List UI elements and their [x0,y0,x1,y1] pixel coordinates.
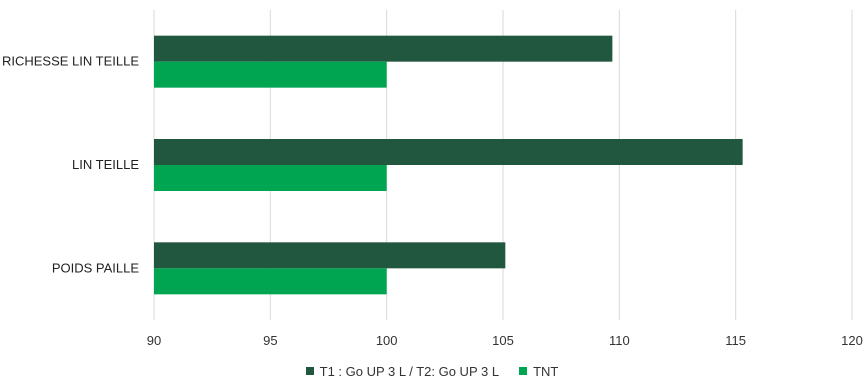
x-tick-label-3: 105 [492,333,514,348]
x-tick-label-1: 95 [263,333,277,348]
bar-series-1-cat-1 [154,35,613,62]
x-tick-label-4: 110 [609,333,630,348]
category-label-1: RICHESSE LIN TEILLE [2,54,139,69]
legend-label-series-1: T1 : Go UP 3 L / T2: Go UP 3 L [319,363,500,379]
bar-series-2-cat-2 [154,165,387,191]
x-tick-labels: 90 95 100 105 110 115 120 [147,333,863,348]
legend-item-series-1: T1 : Go UP 3 L / T2: Go UP 3 L [305,363,500,379]
bar-series-2-cat-3 [154,268,387,295]
x-tick-label-5: 115 [725,333,746,348]
category-label-2: LIN TEILLE [72,157,139,172]
legend: T1 : Go UP 3 L / T2: Go UP 3 L TNT [0,362,864,380]
legend-label-series-2: TNT [533,363,559,379]
x-tick-label-0: 90 [147,333,161,348]
legend-swatch-series-2 [519,367,528,375]
x-tick-label-2: 100 [376,333,398,348]
bar-series-1-cat-2 [154,139,743,165]
bar-series-1-cat-3 [154,242,506,269]
x-tick-label-6: 120 [841,333,863,348]
legend-swatch-series-1 [305,367,314,375]
bar-series-2-cat-1 [154,61,387,88]
category-label-3: POIDS PAILLE [52,260,140,275]
bars [154,35,743,295]
legend-item-series-2: TNT [519,364,558,379]
category-labels: RICHESSE LIN TEILLE LIN TEILLE POIDS PAILL… [2,54,139,276]
